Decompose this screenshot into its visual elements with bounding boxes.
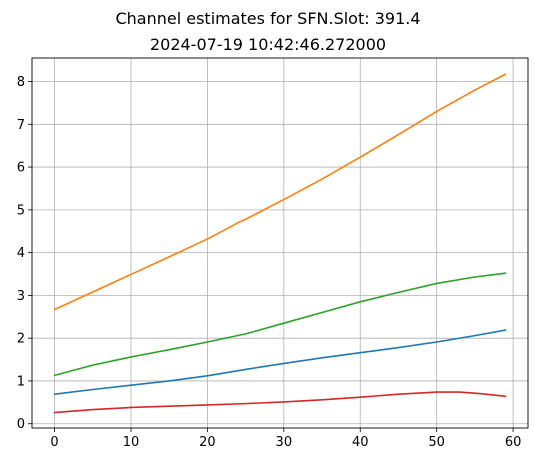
y-tick-label: 8 bbox=[17, 75, 25, 90]
chart-subtitle: 2024-07-19 10:42:46.272000 bbox=[150, 35, 386, 54]
grid-lines bbox=[32, 58, 528, 428]
x-tick-label: 20 bbox=[199, 435, 216, 450]
y-tick-label: 7 bbox=[17, 118, 25, 133]
series-line-4 bbox=[53, 391, 507, 414]
y-tick-label: 5 bbox=[17, 203, 25, 218]
axes-frame bbox=[31, 57, 529, 429]
y-tick-label: 6 bbox=[17, 161, 25, 176]
y-tick-label: 4 bbox=[17, 246, 25, 261]
x-tick-label: 60 bbox=[505, 435, 522, 450]
series-line-1 bbox=[53, 329, 507, 396]
y-tick-label: 2 bbox=[17, 332, 25, 347]
y-tick-label: 1 bbox=[17, 374, 25, 389]
x-tick-label: 0 bbox=[50, 435, 58, 450]
x-tick-label: 50 bbox=[428, 435, 445, 450]
chart-title: Channel estimates for SFN.Slot: 391.4 bbox=[115, 9, 420, 28]
series-line-3 bbox=[53, 272, 507, 377]
x-tick-label: 40 bbox=[352, 435, 369, 450]
axes bbox=[28, 57, 529, 432]
series-line-2 bbox=[53, 73, 507, 311]
y-tick-label: 0 bbox=[17, 417, 25, 432]
tick-labels: 0 10 20 30 40 50 60 0 1 2 3 4 5 6 7 8 bbox=[17, 75, 522, 450]
series-lines bbox=[53, 73, 507, 414]
x-tick-label: 30 bbox=[276, 435, 293, 450]
y-tick-label: 3 bbox=[17, 289, 25, 304]
x-tick-label: 10 bbox=[123, 435, 140, 450]
